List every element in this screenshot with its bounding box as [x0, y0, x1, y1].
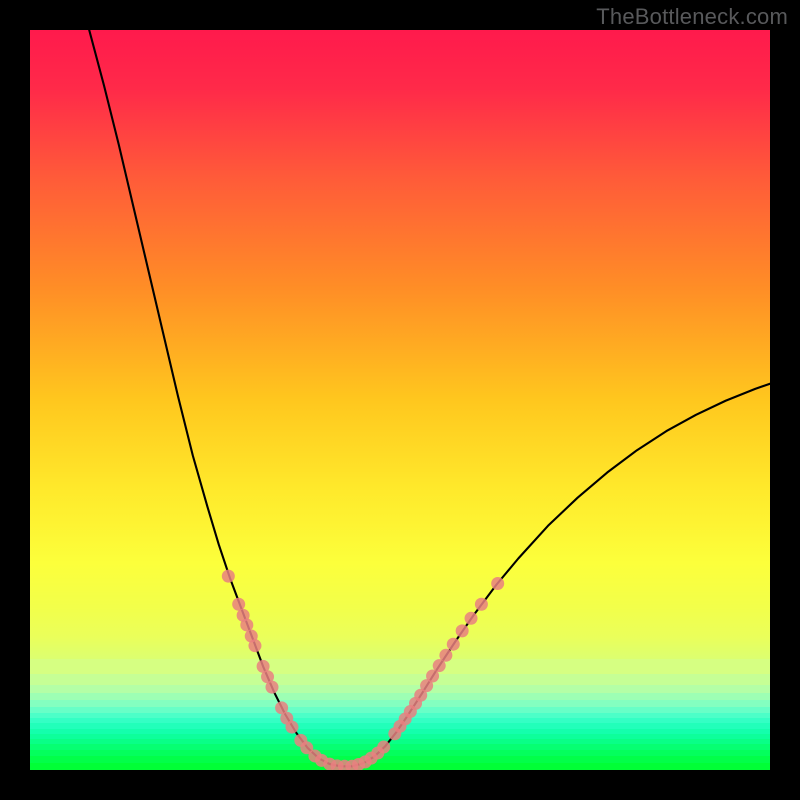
bottleneck-curve — [89, 30, 770, 766]
marker-point — [456, 624, 469, 637]
marker-point — [447, 638, 460, 651]
marker-point — [439, 649, 452, 662]
chart-frame — [0, 0, 800, 800]
curve-layer — [30, 30, 770, 770]
marker-point — [265, 681, 278, 694]
marker-point — [232, 598, 245, 611]
marker-point — [475, 598, 488, 611]
marker-point — [248, 639, 261, 652]
marker-point — [240, 618, 253, 631]
sample-markers — [222, 570, 504, 770]
marker-point — [285, 721, 298, 734]
marker-point — [491, 577, 504, 590]
marker-point — [377, 741, 390, 754]
watermark-text: TheBottleneck.com — [596, 4, 788, 30]
marker-point — [465, 612, 478, 625]
marker-point — [222, 570, 235, 583]
plot-area — [30, 30, 770, 770]
